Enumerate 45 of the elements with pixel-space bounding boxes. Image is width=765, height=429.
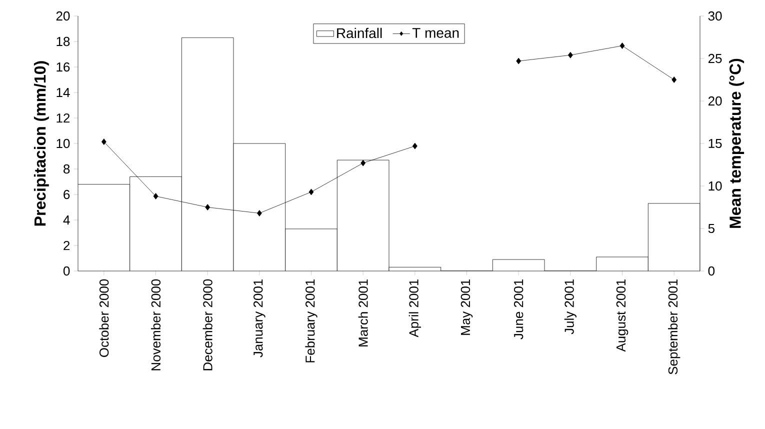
point: [153, 193, 158, 200]
y-tick-label: 16: [56, 62, 70, 72]
legend-label: Rainfall: [337, 28, 382, 38]
point: [256, 210, 262, 216]
y2-tick-label: 30: [708, 11, 722, 21]
point: [360, 160, 366, 166]
point: [205, 204, 210, 210]
y2-tick-label: 25: [708, 54, 722, 64]
point: [568, 52, 573, 58]
y2-tick-label: 0: [708, 266, 715, 276]
y-axis-title: Precipitacion (mm/10): [34, 61, 49, 226]
y2-tick-label: 20: [708, 96, 722, 106]
x-tick-label: September 2001: [668, 279, 680, 374]
y-tick-label: 2: [64, 240, 70, 250]
y-tick-label: 6: [64, 190, 70, 200]
point: [620, 42, 625, 49]
legend-label: T mean: [412, 28, 459, 38]
x-tick-label: June 2001: [514, 279, 524, 340]
x-tick-label: October 2000: [99, 279, 109, 357]
y-tick-label: 4: [63, 216, 70, 224]
y2-tick-label: 15: [708, 138, 722, 148]
point: [672, 76, 677, 83]
y-tick-label: 10: [56, 138, 70, 148]
y2-tick-label: 10: [708, 181, 722, 191]
point: [101, 138, 106, 145]
y-tick-label: 12: [56, 113, 70, 123]
y-tick-label: 14: [56, 88, 70, 97]
x-tick-label: May 2001: [460, 279, 473, 335]
y-tick-label: 20: [56, 11, 70, 21]
x-tick-label: July 2001: [564, 279, 576, 334]
point: [308, 188, 314, 196]
x-tick-label: February 2001: [305, 279, 318, 362]
x-tick-label: November 2000: [150, 279, 161, 370]
point: [412, 142, 418, 150]
y-tick-label: 18: [56, 36, 70, 46]
y-tick-label: 8: [64, 164, 70, 174]
x-tick-label: December 2000: [202, 279, 212, 370]
x-tick-label: March 2001: [358, 279, 368, 346]
x-tick-label: August 2001: [616, 279, 628, 352]
x-tick-label: April 2001: [408, 279, 421, 338]
point: [516, 58, 522, 64]
y-tick-label: 0: [63, 266, 70, 276]
y2-tick-label: 5: [708, 224, 714, 234]
y2-axis-title: Mean temperature (°C): [729, 58, 744, 228]
x-tick-label: January 2001: [254, 279, 266, 358]
